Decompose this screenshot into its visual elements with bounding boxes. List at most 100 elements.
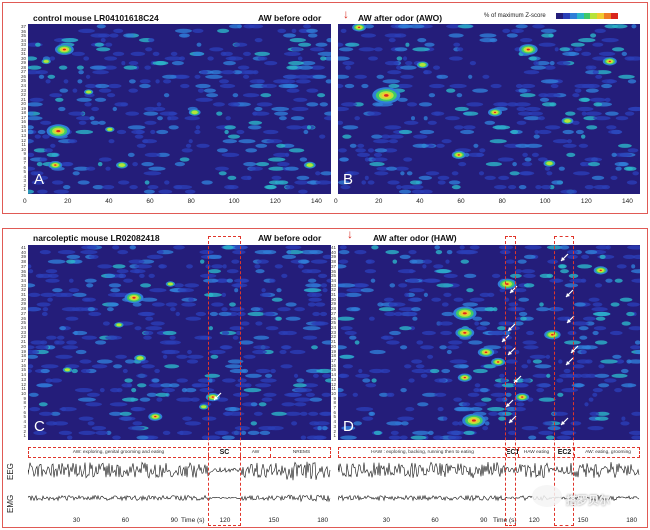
- heat-spot: [63, 79, 69, 84]
- heat-spot: [209, 349, 226, 355]
- heat-spot: [28, 139, 35, 144]
- heat-spot: [487, 330, 506, 336]
- heat-spot: [369, 349, 386, 355]
- heat-spot: [588, 397, 594, 402]
- heat-spot: [371, 134, 383, 139]
- heat-spot: [46, 335, 57, 340]
- heat-spot: [592, 392, 598, 397]
- heat-spot: [394, 166, 409, 171]
- heat-peak: [493, 111, 497, 114]
- y-tick-label: 14: [20, 128, 26, 134]
- heat-spot: [282, 74, 301, 79]
- heat-spot: [448, 340, 463, 345]
- heat-spot: [581, 134, 586, 139]
- heat-spot: [403, 120, 419, 125]
- heat-spot: [244, 70, 257, 75]
- heat-spot: [523, 116, 541, 121]
- heat-spot: [97, 162, 103, 167]
- heat-spot: [127, 383, 133, 388]
- heat-spot: [304, 288, 322, 293]
- heat-spot: [300, 61, 316, 66]
- heat-spot: [288, 148, 305, 153]
- heat-spot: [28, 166, 36, 171]
- heat-spot: [518, 297, 530, 302]
- heat-spot: [55, 97, 64, 102]
- heat-spot: [258, 426, 276, 431]
- heat-spot: [45, 378, 53, 383]
- heat-spot: [614, 152, 632, 157]
- heat-spot: [373, 139, 390, 144]
- heat-spot: [439, 321, 453, 326]
- heat-spot: [298, 189, 308, 194]
- heat-spot: [584, 185, 594, 190]
- heat-spot: [446, 345, 460, 350]
- y-tick-label: 4: [23, 419, 26, 425]
- heat-spot: [430, 368, 440, 374]
- heat-peak: [154, 415, 157, 418]
- heat-spot: [143, 111, 159, 116]
- heat-spot: [234, 288, 239, 293]
- heat-spot: [529, 56, 537, 61]
- heat-spot: [583, 316, 596, 321]
- heat-spot: [209, 311, 218, 317]
- heat-spot: [611, 373, 628, 378]
- y-tick-label: 28: [20, 306, 26, 312]
- heat-spot: [125, 111, 140, 116]
- heat-spot: [68, 111, 85, 116]
- heat-spot: [490, 83, 502, 89]
- heat-spot: [186, 359, 199, 364]
- heat-spot: [338, 83, 344, 89]
- y-tick-label: 4: [333, 419, 336, 425]
- heat-spot: [397, 416, 415, 421]
- heat-spot: [388, 139, 398, 144]
- heat-spot: [164, 340, 181, 345]
- heat-spot: [163, 93, 170, 98]
- heat-spot: [144, 180, 150, 185]
- heat-spot: [72, 171, 80, 176]
- heat-spot: [483, 364, 496, 369]
- heat-spot: [434, 392, 447, 397]
- heat-peak: [116, 323, 122, 327]
- heat-spot: [96, 47, 111, 52]
- heat-spot: [271, 297, 283, 302]
- heat-spot: [544, 166, 551, 171]
- heat-spot: [260, 378, 277, 383]
- heat-spot: [66, 340, 77, 345]
- y-tick-label: 28: [20, 64, 26, 70]
- heat-spot: [316, 368, 331, 374]
- heat-spot: [322, 288, 328, 293]
- heat-spot: [466, 288, 474, 293]
- heat-spot: [392, 259, 398, 264]
- heat-spot: [373, 152, 383, 157]
- heat-spot: [507, 307, 521, 312]
- heat-spot: [309, 65, 325, 70]
- heat-spot: [282, 254, 296, 259]
- heat-spot: [420, 373, 428, 378]
- heat-spot: [562, 51, 580, 56]
- heat-spot: [322, 254, 331, 259]
- heat-spot: [221, 307, 228, 312]
- heat-spot: [36, 302, 51, 307]
- heat-spot: [285, 302, 297, 307]
- heat-spot: [256, 102, 273, 107]
- heat-peak: [599, 269, 602, 272]
- y-tick-label: 17: [20, 114, 26, 120]
- heat-spot: [364, 269, 377, 274]
- heat-spot: [630, 345, 640, 350]
- heat-peak: [521, 396, 524, 398]
- heat-spot: [75, 129, 94, 135]
- heat-spot: [387, 70, 402, 75]
- heat-spot: [418, 175, 432, 180]
- heat-spot: [294, 388, 313, 393]
- heat-spot: [549, 278, 564, 283]
- heat-spot: [144, 106, 157, 112]
- heat-spot: [625, 166, 637, 171]
- heat-spot: [224, 125, 236, 130]
- heat-spot: [505, 392, 512, 397]
- heat-spot: [521, 269, 535, 274]
- heat-spot: [349, 335, 357, 340]
- x-tick-label: 100: [228, 198, 240, 205]
- heat-spot: [631, 264, 636, 269]
- heat-spot: [94, 97, 107, 102]
- heat-spot: [424, 42, 435, 47]
